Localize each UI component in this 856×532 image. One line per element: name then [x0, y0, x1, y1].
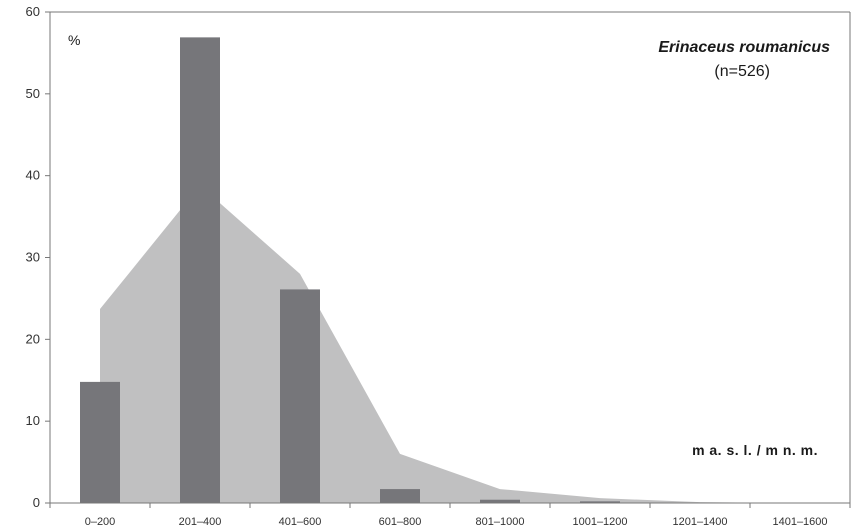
x-tick-label-801–1000: 801–1000 — [476, 516, 525, 528]
y-tick-label-20: 20 — [26, 331, 40, 346]
chart-subtitle: (n=526) — [714, 63, 770, 80]
bar-201–400 — [180, 37, 220, 503]
y-tick-label-50: 50 — [26, 86, 40, 101]
bar-1001–1200 — [580, 501, 620, 503]
x-tick-label-201–400: 201–400 — [179, 516, 222, 528]
axis-layer: 0 10 20 30 40 50 60 0–200 201–400 401–600 601–800 8… — [26, 4, 851, 528]
bar-0–200 — [80, 381, 120, 503]
x-tick-label-1401–1600: 1401–1600 — [772, 516, 827, 528]
text-layer: % Erinaceus roumanicus (n=526) m a. s. l… — [68, 32, 830, 458]
y-tick-label-30: 30 — [26, 250, 40, 265]
bar-801–1000 — [480, 499, 520, 503]
distribution-area — [100, 185, 800, 503]
x-tick-label-1001–1200: 1001–1200 — [572, 516, 627, 528]
chart-title: Erinaceus roumanicus — [658, 39, 830, 56]
y-tick-label-0: 0 — [33, 495, 40, 510]
bar-401–600 — [280, 289, 320, 503]
bar-layer — [80, 37, 620, 503]
x-tick-label-401–600: 401–600 — [279, 516, 322, 528]
y-tick-label-40: 40 — [26, 168, 40, 183]
area-layer — [100, 185, 800, 503]
y-tick-label-60: 60 — [26, 4, 40, 19]
x-tick-label-601–800: 601–800 — [379, 516, 422, 528]
y-axis-unit-label: % — [68, 32, 80, 48]
bar-601–800 — [380, 489, 420, 503]
x-tick-label-1201–1400: 1201–1400 — [672, 516, 727, 528]
x-axis-label: m a. s. l. / m n. m. — [692, 442, 818, 458]
x-tick-label-0–200: 0–200 — [85, 516, 116, 528]
y-tick-label-10: 10 — [26, 413, 40, 428]
